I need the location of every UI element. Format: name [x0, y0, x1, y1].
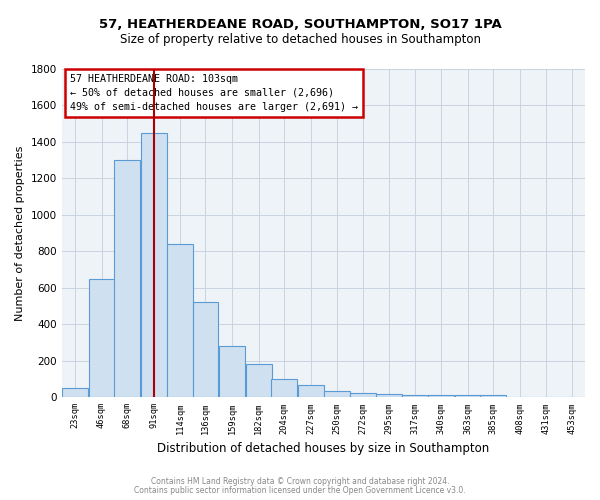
Bar	[219, 346, 245, 398]
Text: 57, HEATHERDEANE ROAD, SOUTHAMPTON, SO17 1PA: 57, HEATHERDEANE ROAD, SOUTHAMPTON, SO17…	[98, 18, 502, 30]
Text: Size of property relative to detached houses in Southampton: Size of property relative to detached ho…	[119, 32, 481, 46]
Bar	[89, 279, 115, 398]
Text: Contains HM Land Registry data © Crown copyright and database right 2024.: Contains HM Land Registry data © Crown c…	[151, 477, 449, 486]
Bar	[298, 386, 323, 398]
Bar	[480, 396, 506, 398]
Bar	[324, 391, 350, 398]
Bar	[271, 379, 297, 398]
X-axis label: Distribution of detached houses by size in Southampton: Distribution of detached houses by size …	[157, 442, 490, 455]
Bar	[114, 160, 140, 398]
Text: 57 HEATHERDEANE ROAD: 103sqm
← 50% of detached houses are smaller (2,696)
49% of: 57 HEATHERDEANE ROAD: 103sqm ← 50% of de…	[70, 74, 358, 112]
Bar	[455, 395, 481, 398]
Bar	[193, 302, 218, 398]
Bar	[245, 364, 272, 398]
Bar	[350, 392, 376, 398]
Bar	[401, 394, 428, 398]
Bar	[62, 388, 88, 398]
Y-axis label: Number of detached properties: Number of detached properties	[15, 146, 25, 321]
Bar	[428, 395, 454, 398]
Bar	[140, 133, 167, 398]
Bar	[167, 244, 193, 398]
Text: Contains public sector information licensed under the Open Government Licence v3: Contains public sector information licen…	[134, 486, 466, 495]
Bar	[376, 394, 402, 398]
